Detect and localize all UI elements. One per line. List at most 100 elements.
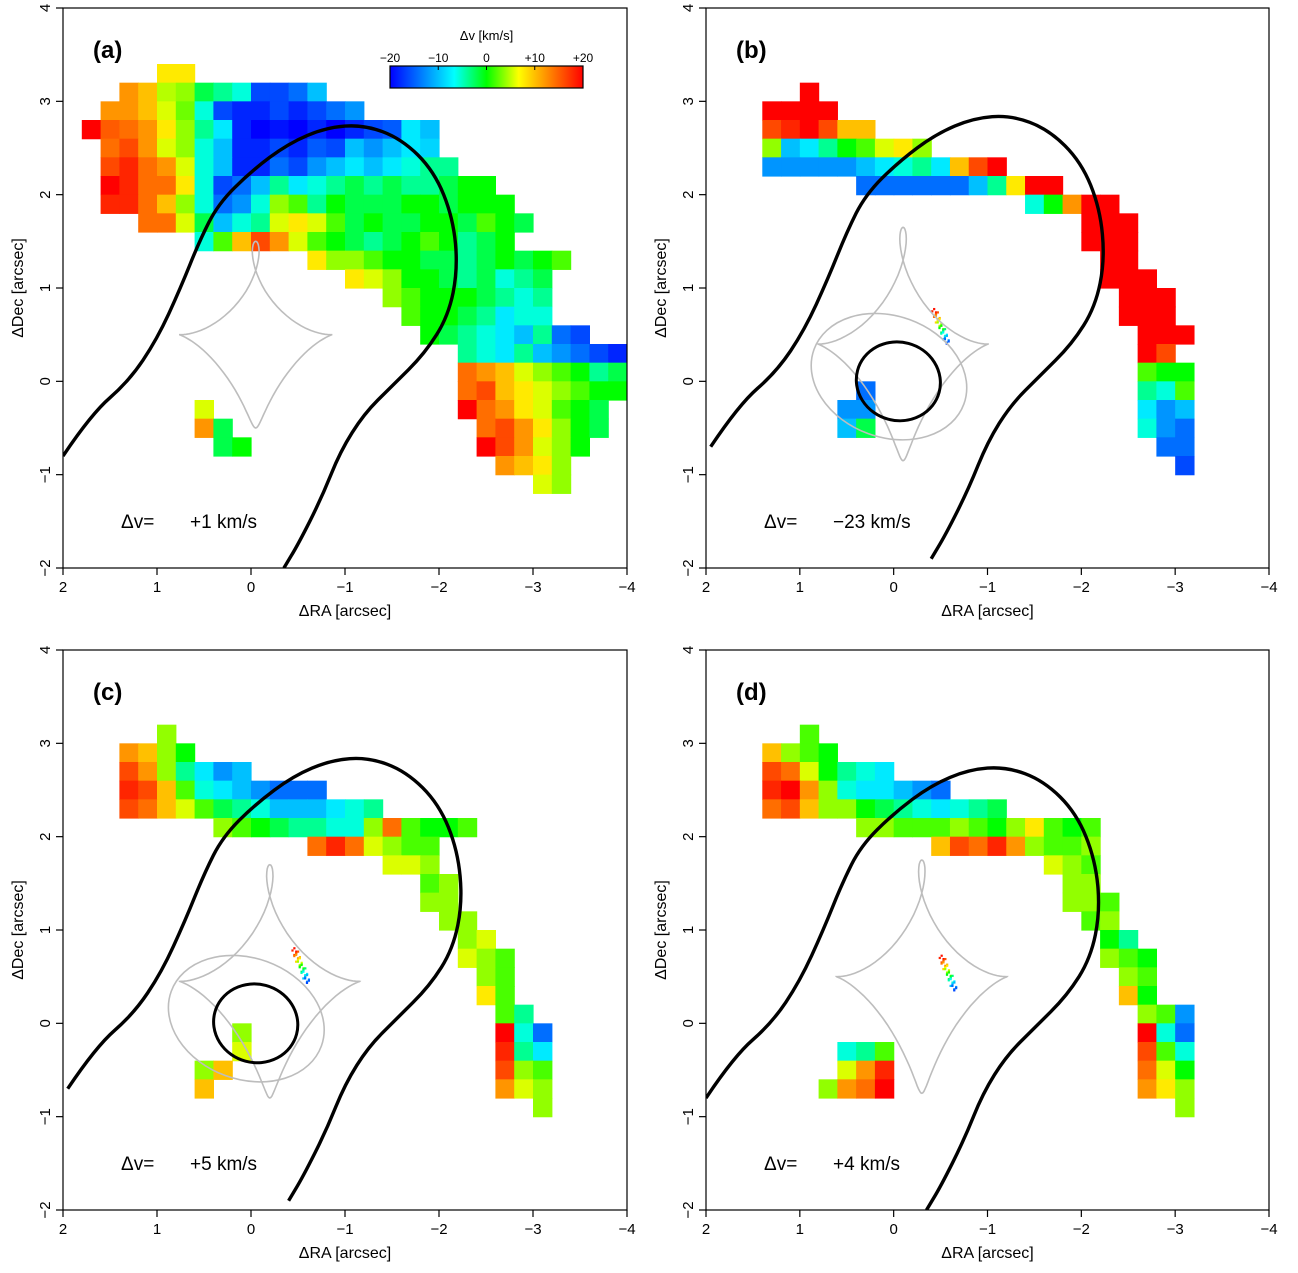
velocity-pixel (551, 400, 572, 420)
velocity-pixel (269, 799, 290, 819)
velocity-pixel (874, 1079, 895, 1099)
source-pixel (944, 965, 947, 969)
velocity-pixel (1156, 344, 1176, 364)
velocity-pixel (157, 120, 177, 140)
source-pixel (304, 977, 307, 980)
velocity-pixel (457, 381, 478, 401)
velocity-pixel (476, 948, 496, 968)
velocity-pixel (495, 437, 515, 457)
velocity-pixel (439, 157, 459, 177)
velocity-pixel (457, 250, 478, 270)
source-pixel (938, 325, 941, 329)
panel-tag: (a) (93, 37, 122, 64)
velocity-pixel (420, 288, 440, 308)
source-pixel (953, 988, 956, 991)
velocity-pixel (495, 381, 515, 401)
velocity-pixel (893, 780, 914, 800)
velocity-pixel (363, 818, 384, 838)
velocity-pixel (495, 344, 515, 364)
velocity-pixel (799, 82, 820, 102)
source-pixel (934, 313, 938, 316)
velocity-pixel (987, 818, 1007, 838)
velocity-pixel (495, 1060, 515, 1080)
velocity-pixel (818, 157, 838, 177)
velocity-pixel (119, 82, 139, 102)
velocity-pixel (457, 176, 478, 196)
velocity-pixel (194, 1060, 214, 1080)
velocity-pixel (420, 269, 440, 289)
velocity-pixel (1137, 362, 1157, 382)
y-axis-label: ΔDec [arcsec] (653, 238, 670, 338)
velocity-pixel (799, 780, 820, 800)
velocity-pixel (326, 799, 346, 819)
y-tick-label: 0 (37, 377, 54, 385)
caustic-curve (179, 240, 333, 429)
critical-curve (709, 114, 1105, 560)
velocity-pixel (382, 269, 402, 289)
velocity-pixel (363, 213, 384, 233)
velocity-pixel (837, 1042, 857, 1062)
panel-tag: (d) (736, 679, 767, 706)
source-pixel (296, 960, 300, 963)
x-tick-label: −1 (979, 1221, 996, 1238)
source-pixel (295, 953, 298, 957)
velocity-pixel (420, 818, 440, 838)
velocity-pixel (251, 176, 271, 196)
velocity-pixel (533, 344, 553, 364)
velocity-pixel (382, 194, 402, 214)
velocity-pixel (100, 101, 120, 121)
velocity-pixel (457, 948, 478, 968)
velocity-pixel (818, 120, 838, 140)
source-pixel (953, 989, 956, 992)
x-tick-label: 0 (889, 1221, 897, 1238)
velocity-pixel (856, 1079, 876, 1099)
velocity-pixel (307, 82, 327, 102)
y-tick-label: 1 (37, 284, 54, 292)
velocity-pixel (307, 213, 327, 233)
velocity-pixel (514, 1042, 534, 1062)
velocity-pixel (288, 101, 308, 121)
velocity-pixel (288, 194, 308, 214)
velocity-pixel (175, 120, 196, 140)
velocity-pixel (382, 138, 402, 158)
velocity-pixel (589, 362, 609, 382)
source-pixel (305, 980, 309, 983)
source-pixel (943, 338, 947, 341)
velocity-pixel (213, 232, 233, 252)
source-pixel (940, 324, 943, 327)
source-pixel (293, 953, 296, 957)
velocity-pixel (420, 176, 440, 196)
source-pixel (951, 974, 954, 977)
source-pixel (302, 968, 305, 971)
velocity-pixel (232, 780, 252, 800)
x-tick-label: −2 (1073, 579, 1090, 596)
velocity-pixel (912, 176, 932, 196)
velocity-pixel (457, 930, 478, 950)
velocity-pixel (799, 724, 820, 744)
velocity-pixel (401, 213, 421, 233)
velocity-pixel (495, 1042, 515, 1062)
velocity-pixel (194, 194, 214, 214)
velocity-pixel (232, 157, 252, 177)
y-tick-label: 0 (680, 1019, 697, 1027)
y-tick-label: 2 (37, 832, 54, 840)
velocity-pixel (533, 269, 553, 289)
velocity-pixel (175, 213, 196, 233)
source-pixel (953, 980, 956, 983)
velocity-pixel (837, 762, 857, 782)
x-tick-label: −1 (336, 1221, 353, 1238)
velocity-pixel (799, 157, 820, 177)
velocity-pixel (1175, 1004, 1195, 1024)
velocity-pixel (363, 138, 384, 158)
source-pixel (947, 340, 950, 343)
velocity-pixel (476, 986, 496, 1006)
velocity-pixel (762, 120, 782, 140)
velocity-pixel (495, 194, 515, 214)
velocity-pixel (420, 306, 440, 326)
velocity-pixel (893, 176, 914, 196)
y-tick-label: −1 (680, 1108, 697, 1125)
velocity-pixel (382, 288, 402, 308)
velocity-pixel (119, 176, 139, 196)
velocity-pixel (1175, 418, 1195, 438)
velocity-pixel (1137, 986, 1157, 1006)
